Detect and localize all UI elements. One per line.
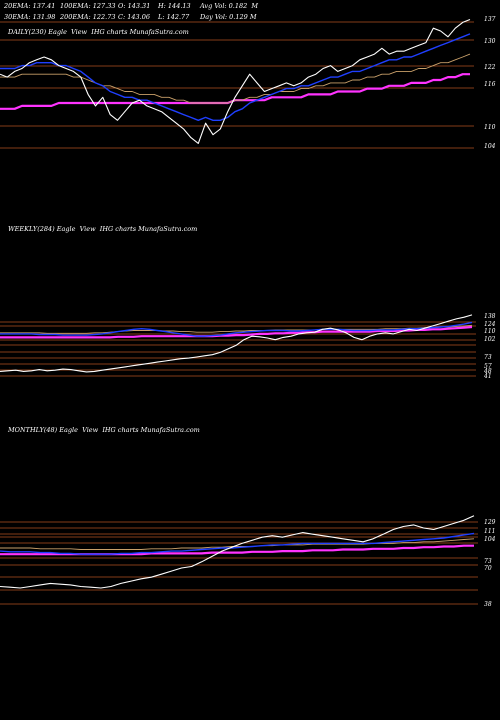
y-tick-label: 129 — [484, 519, 496, 526]
daily-panel-title: DAILY(230) Eagle View IHG charts MunafaS… — [8, 28, 189, 36]
weekly-panel-title: WEEKLY(284) Eagle View IHG charts Munafa… — [8, 225, 198, 233]
series-line-price — [0, 515, 475, 589]
y-tick-label: 38 — [484, 601, 492, 608]
y-tick-label: 48 — [483, 368, 492, 375]
series-line-ema-brown — [0, 53, 471, 104]
series-line-ema-brown — [0, 538, 475, 550]
monthly-panel-title: MONTHLY(48) Eagle View IHG charts Munafa… — [8, 426, 200, 434]
header-low: L: 142.77 — [158, 13, 190, 21]
y-tick-label: 137 — [484, 16, 496, 23]
header-high: H: 144.13 — [158, 2, 191, 10]
y-tick-label: 104 — [484, 143, 496, 150]
y-tick-label: 124 — [484, 321, 496, 328]
y-tick-label: 116 — [484, 81, 496, 88]
y-tick-label: 104 — [484, 536, 496, 543]
y-tick-label: 41 — [483, 373, 492, 380]
y-tick-label: 138 — [484, 313, 496, 320]
y-tick-label: 73 — [484, 558, 492, 565]
series-line-ema-brown — [0, 324, 473, 334]
y-tick-label: 130 — [484, 38, 496, 45]
y-tick-label: 111 — [484, 528, 495, 535]
header-open: O: 143.31 — [118, 2, 151, 10]
header-30ema: 30EMA: 131.98 — [4, 13, 56, 21]
series-line-ema-fast — [0, 532, 475, 555]
y-tick-label: 70 — [484, 565, 492, 572]
y-tick-label: 110 — [484, 124, 496, 131]
series-line-ema-fast — [0, 33, 471, 122]
series-line-ema-long — [0, 325, 473, 339]
y-tick-label: 122 — [484, 64, 496, 71]
series-line-price — [0, 18, 471, 144]
header-200ema: 200EMA: 122.73 — [60, 13, 116, 21]
header-close: C: 143.06 — [118, 13, 150, 21]
header-100ema: 100EMA: 127.33 — [60, 2, 116, 10]
y-tick-label: 73 — [484, 354, 492, 361]
y-tick-label: 110 — [484, 328, 496, 335]
header-20ema: 20EMA: 137.41 — [4, 2, 56, 10]
header-day-vol: Day Vol: 0.129 M — [200, 13, 257, 21]
series-line-ema-long — [0, 73, 470, 110]
y-tick-label: 57 — [484, 363, 492, 370]
series-line-ema-fast — [0, 321, 473, 337]
y-tick-label: 102 — [484, 336, 496, 343]
header-avg-vol: Avg Vol: 0.182 M — [200, 2, 259, 10]
series-line-price — [0, 314, 473, 373]
